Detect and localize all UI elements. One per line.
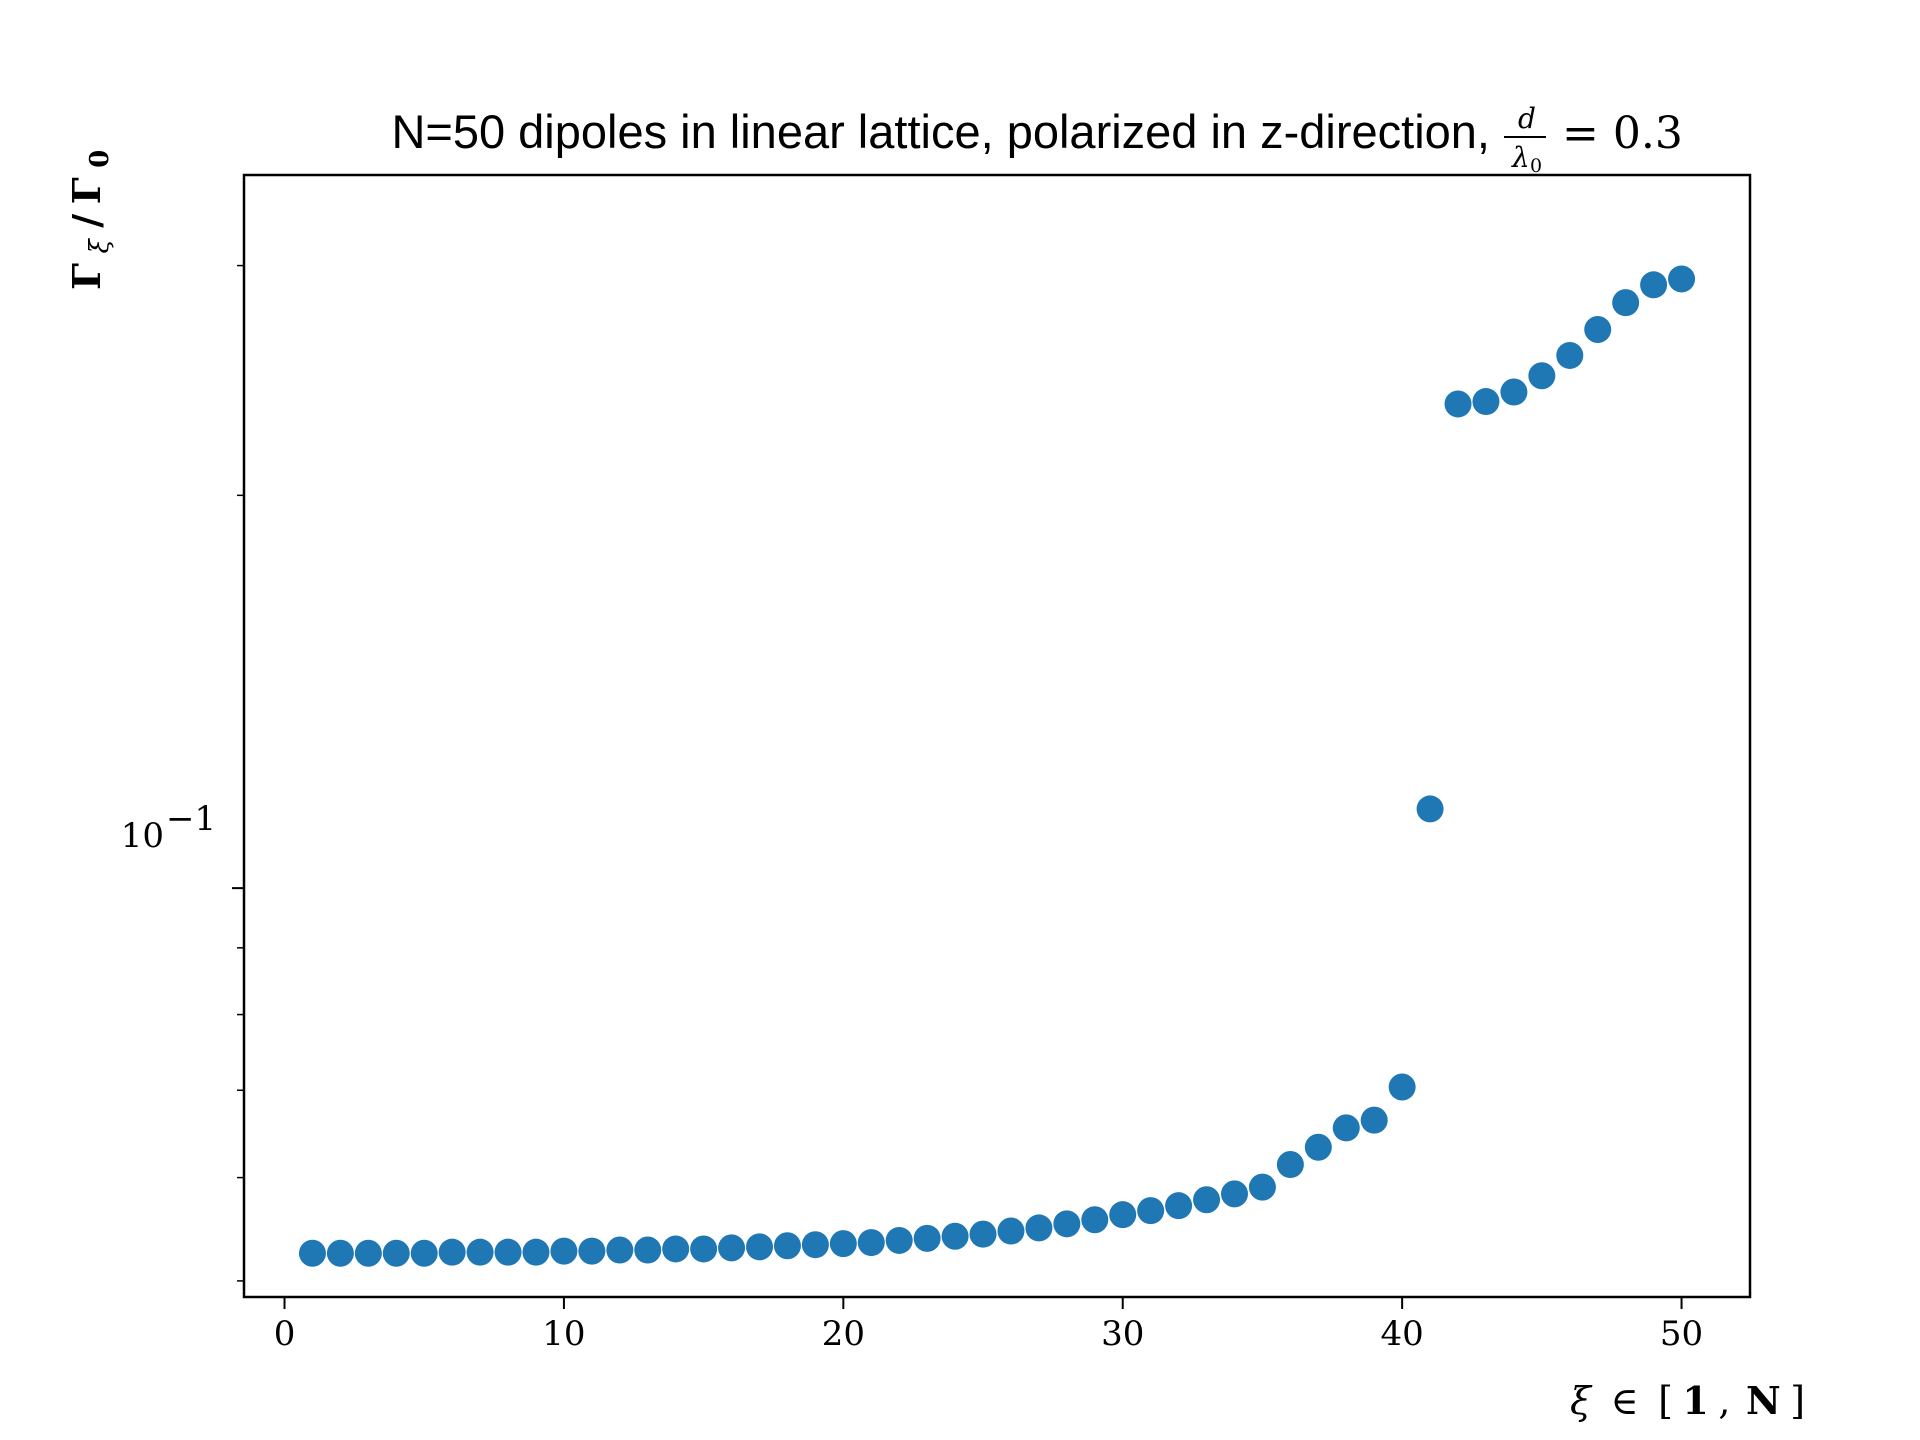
xlabel-bracket-open: [: [1658, 1379, 1673, 1423]
xlabel-one: 1: [1682, 1378, 1708, 1423]
y-tick-label-exponent: −1: [166, 799, 216, 839]
chart-title: N=50 dipoles in linear lattice, polarize…: [391, 102, 1682, 177]
ylabel-gamma-xi: Γ: [64, 263, 109, 290]
data-point: [1388, 1073, 1416, 1101]
data-point: [1528, 362, 1556, 390]
y-tick-label-major: 10 −1: [121, 799, 216, 856]
data-point: [1472, 388, 1500, 416]
data-point: [1332, 1114, 1360, 1142]
data-points: [298, 265, 1696, 1267]
ylabel-slash: /: [64, 214, 109, 228]
x-tick-label: 0: [274, 1314, 296, 1354]
data-point: [1556, 341, 1584, 369]
title-fraction-numerator: d: [1518, 102, 1536, 135]
x-axis-label: ξ ∈ [ 1 , N ]: [1570, 1378, 1805, 1423]
data-point: [1165, 1192, 1193, 1220]
title-fraction-denominator-subscript: 0: [1530, 155, 1542, 177]
ylabel-subscript-0: 0: [85, 150, 115, 168]
data-point: [410, 1239, 438, 1267]
x-tick-label: 40: [1381, 1314, 1424, 1354]
data-point: [913, 1224, 941, 1252]
y-axis-ticks: [232, 264, 244, 1282]
data-point: [1109, 1201, 1137, 1229]
ylabel-subscript-xi: ξ: [85, 238, 115, 254]
svg-text:Γ ξ / Γ: Γ ξ / Γ 0: [64, 150, 117, 290]
xlabel-n: N: [1746, 1378, 1781, 1423]
data-point: [298, 1239, 326, 1267]
xlabel-comma: ,: [1718, 1379, 1730, 1423]
data-point: [550, 1237, 578, 1265]
data-point: [718, 1234, 746, 1262]
data-point: [941, 1222, 969, 1250]
data-point: [746, 1233, 774, 1261]
data-point: [606, 1236, 634, 1264]
data-point: [578, 1237, 606, 1265]
data-point: [690, 1235, 718, 1263]
data-point: [885, 1226, 913, 1254]
data-point: [1304, 1133, 1332, 1161]
data-point: [1137, 1197, 1165, 1225]
data-point: [438, 1238, 466, 1266]
data-point: [494, 1238, 522, 1266]
data-point: [1500, 378, 1528, 406]
data-point: [1220, 1180, 1248, 1208]
data-point: [1081, 1206, 1109, 1234]
data-point: [1360, 1106, 1388, 1134]
data-point: [1276, 1151, 1304, 1179]
title-fraction-denominator: λ: [1511, 141, 1530, 174]
data-point: [857, 1229, 885, 1257]
ylabel-gamma-0: Γ: [64, 177, 109, 204]
data-point: [1640, 271, 1668, 299]
data-point: [773, 1232, 801, 1260]
svg-text:ξ ∈ [ 1: ξ ∈ [ 1 , N ]: [1570, 1378, 1805, 1423]
data-point: [1248, 1173, 1276, 1201]
xlabel-bracket-close: ]: [1790, 1379, 1805, 1423]
data-point: [1025, 1214, 1053, 1242]
data-point: [801, 1231, 829, 1259]
x-tick-label: 10: [542, 1314, 585, 1354]
data-point: [466, 1238, 494, 1266]
x-tick-label: 50: [1660, 1314, 1703, 1354]
y-tick-label-base: 10: [121, 816, 164, 856]
x-tick-label: 30: [1101, 1314, 1144, 1354]
data-point: [354, 1239, 382, 1267]
data-point: [1612, 289, 1640, 317]
xlabel-xi: ξ: [1570, 1379, 1593, 1423]
data-point: [969, 1220, 997, 1248]
data-point: [997, 1217, 1025, 1245]
data-point: [1193, 1186, 1221, 1214]
data-point: [1416, 795, 1444, 823]
x-axis-ticks: 0 10 20 30 40 50: [274, 1297, 1703, 1354]
data-point: [1668, 265, 1696, 293]
data-point: [1584, 315, 1612, 343]
chart-title-text: N=50 dipoles in linear lattice, polarize…: [391, 105, 1490, 158]
title-equation-value: = 0.3: [1562, 108, 1683, 159]
xlabel-in: ∈: [1610, 1379, 1638, 1423]
data-point: [829, 1230, 857, 1258]
y-axis-label: Γ ξ / Γ 0: [64, 150, 117, 290]
data-point: [326, 1239, 354, 1267]
data-point: [382, 1239, 410, 1267]
x-tick-label: 20: [822, 1314, 865, 1354]
data-point: [662, 1235, 690, 1263]
plot-area: [242, 173, 1752, 1299]
data-point: [522, 1238, 550, 1266]
data-point: [1053, 1210, 1081, 1238]
data-point: [634, 1236, 662, 1264]
data-point: [1444, 390, 1472, 418]
